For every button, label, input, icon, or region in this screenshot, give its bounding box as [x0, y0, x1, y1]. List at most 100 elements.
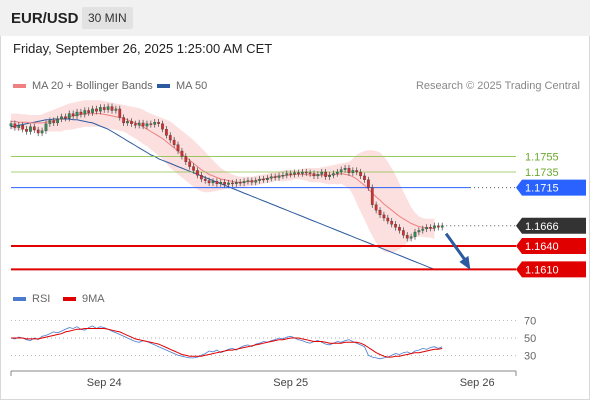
candle-body [300, 171, 304, 174]
candle-body [25, 129, 28, 132]
candle [137, 119, 141, 129]
forecast-arrow-line [444, 232, 468, 263]
rsi-ma-line [11, 328, 443, 358]
candle [308, 169, 312, 177]
legend-rsi-ma: 9MA [63, 293, 105, 305]
candle [390, 217, 394, 228]
candle [277, 172, 281, 181]
candle-body [359, 171, 362, 177]
candle [242, 178, 246, 187]
candle-body [102, 107, 106, 110]
candle [417, 227, 421, 236]
candle-body [343, 167, 347, 170]
candle-body [32, 126, 36, 131]
legend-rsi-ma-swatch [63, 297, 76, 302]
candle-body [145, 123, 149, 127]
candle [106, 103, 110, 113]
level-pivot: 1.1715 [11, 179, 586, 196]
support-2-tag [516, 261, 586, 278]
candle-body [324, 171, 328, 177]
candle-body [60, 116, 63, 120]
x-tick: Sep 26 [460, 377, 495, 389]
candle [207, 177, 211, 187]
candle-body [106, 106, 110, 110]
candle-body [118, 108, 122, 118]
candle [312, 170, 316, 180]
candle-body [71, 113, 75, 117]
candle-body [227, 182, 230, 185]
candle [122, 114, 126, 127]
candle [44, 120, 48, 134]
candle [29, 123, 32, 135]
candle-body [421, 228, 425, 231]
candle [21, 122, 25, 133]
timeframe-button[interactable]: 30 MIN [82, 7, 133, 29]
level-support-2: 1.1610 [11, 261, 586, 278]
candle-body [98, 107, 102, 112]
candle-body [269, 176, 273, 179]
candle-body [176, 144, 180, 152]
candle-body [370, 187, 374, 205]
candle-body [347, 167, 351, 173]
candle-body [332, 173, 335, 176]
candle-body [409, 236, 413, 239]
x-tick: Sep 24 [87, 377, 122, 389]
candle [293, 169, 296, 178]
candle-body [308, 172, 312, 174]
candle [425, 224, 429, 233]
candle-body [374, 204, 378, 211]
candle [440, 222, 444, 231]
candle [157, 119, 160, 127]
candle-body [363, 175, 366, 180]
candle [413, 228, 417, 240]
candle-body [405, 234, 409, 239]
candle [378, 207, 382, 218]
candle [436, 222, 440, 231]
candle [324, 168, 328, 180]
candle-body [56, 118, 59, 124]
candle [223, 179, 227, 188]
forecast-arrow-head [459, 255, 471, 270]
candle [339, 166, 343, 176]
candle [335, 168, 339, 177]
legend-rsi-label: RSI [32, 293, 51, 305]
candle-body [192, 166, 195, 171]
candle [168, 132, 172, 144]
candle [246, 177, 250, 185]
candle [304, 168, 308, 176]
candle-body [401, 230, 405, 236]
candle [71, 110, 75, 120]
candle-body [157, 122, 160, 124]
bollinger-band-fill [11, 100, 435, 253]
candle-body [417, 230, 421, 233]
candle [316, 171, 320, 180]
candle-body [320, 171, 324, 175]
candle [359, 168, 362, 180]
candle-body [429, 227, 432, 229]
last-price-tag [516, 217, 586, 234]
candle [433, 222, 436, 232]
candle [370, 184, 374, 208]
candle-body [9, 123, 13, 127]
x-tick-label: Sep 26 [460, 377, 495, 389]
support-1-tag [516, 238, 586, 255]
candle-body [188, 161, 192, 167]
candle-body [335, 171, 339, 174]
candle-body [141, 122, 145, 127]
candle-body [137, 122, 141, 126]
candle-body [168, 135, 172, 141]
candle-body [87, 110, 91, 113]
candle-body [122, 117, 126, 124]
resistance-1-label: 1.1735 [525, 167, 559, 179]
candle [398, 224, 401, 234]
candle [231, 179, 234, 187]
candle-body [339, 169, 343, 173]
candle-body [40, 130, 44, 134]
candle [110, 103, 114, 114]
candle-body [13, 123, 17, 128]
candle-body [211, 181, 215, 184]
chart-datetime: Friday, September 26, 2025 1:25:00 AM CE… [13, 41, 273, 56]
candle [188, 158, 192, 170]
candle-body [215, 181, 219, 184]
